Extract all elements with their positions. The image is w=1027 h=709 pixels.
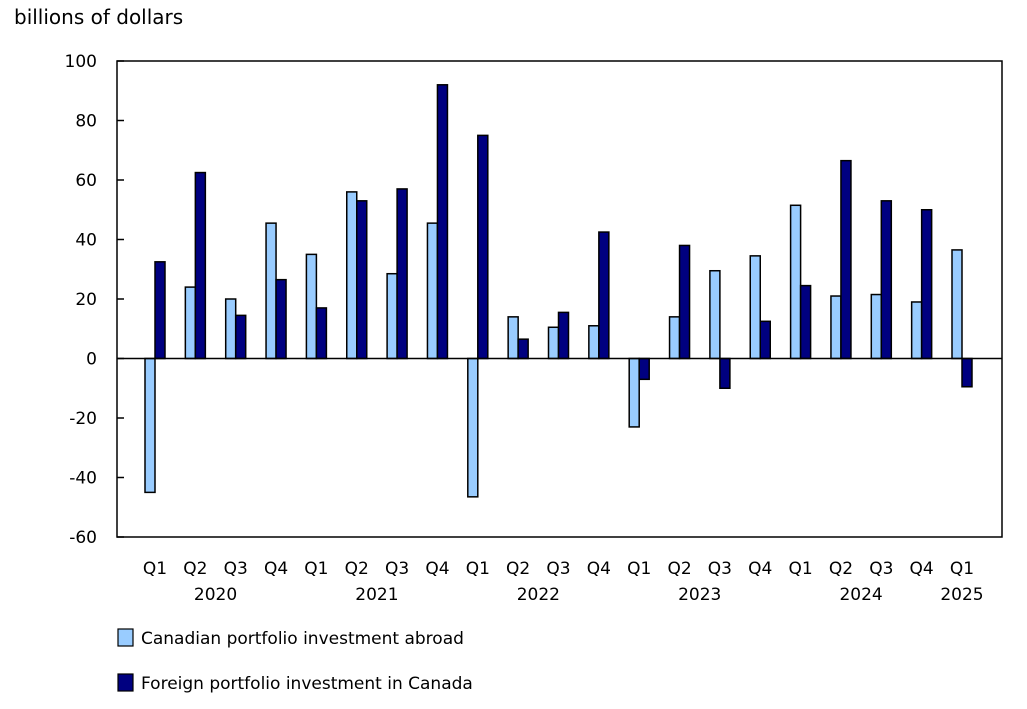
bar-in-canada [678, 244, 691, 360]
bar-abroad [951, 249, 963, 360]
bar-in-canada [598, 231, 610, 360]
bar-in-canada [517, 338, 529, 360]
x-tick-label: Q2 [183, 559, 207, 579]
bar-abroad [910, 301, 923, 360]
bar-in-canada [920, 209, 933, 360]
bar-in-canada [154, 261, 166, 360]
year-label: 2023 [678, 585, 721, 605]
year-label: 2022 [517, 585, 560, 605]
x-tick-label: Q1 [950, 559, 974, 579]
bar-in-canada [396, 188, 408, 360]
y-tick-label: 80 [75, 112, 97, 132]
bar-in-canada [557, 311, 570, 360]
x-tick-label: Q3 [708, 559, 732, 579]
bar-in-canada [961, 357, 973, 388]
bar-in-canada [799, 284, 812, 360]
x-tick-label: Q3 [546, 559, 570, 579]
year-label: 2025 [940, 585, 983, 605]
y-tick-label: -20 [69, 409, 97, 429]
x-tick-label: Q2 [506, 559, 530, 579]
x-tick-label: Q3 [224, 559, 248, 579]
bar-in-canada [275, 278, 287, 360]
x-tick-label: Q4 [748, 559, 772, 579]
bar-abroad [628, 357, 640, 428]
bar-abroad [507, 316, 519, 360]
bar-in-canada [759, 320, 771, 360]
bar-abroad [386, 272, 398, 360]
legend-swatch [117, 628, 134, 647]
bar-abroad [144, 357, 156, 494]
year-label: 2021 [355, 585, 398, 605]
bar-in-canada [638, 357, 650, 381]
bar-abroad [305, 253, 318, 360]
bar-abroad [547, 326, 560, 360]
y-axis-label: billions of dollars [14, 5, 183, 29]
x-tick-label: Q1 [143, 559, 167, 579]
legend-label: Foreign portfolio investment in Canada [141, 674, 473, 694]
bar-abroad [830, 295, 842, 360]
x-tick-label: Q2 [345, 559, 369, 579]
legend-label: Canadian portfolio investment abroad [141, 629, 464, 649]
x-tick-label: Q4 [587, 559, 611, 579]
x-tick-label: Q3 [385, 559, 409, 579]
x-tick-label: Q4 [264, 559, 288, 579]
x-tick-label: Q2 [829, 559, 853, 579]
bar-in-canada [477, 134, 489, 360]
x-tick-label: Q4 [910, 559, 934, 579]
bar-abroad [789, 204, 802, 360]
bar-abroad [184, 286, 197, 360]
year-label: 2020 [194, 585, 237, 605]
x-tick-label: Q2 [667, 559, 691, 579]
bar-abroad [265, 222, 277, 360]
bar-abroad [668, 316, 681, 360]
bar-abroad [870, 293, 883, 360]
x-tick-label: Q1 [788, 559, 812, 579]
bar-in-canada [436, 84, 449, 360]
x-tick-label: Q1 [627, 559, 651, 579]
bar-abroad [588, 325, 600, 360]
bar-in-canada [880, 200, 893, 360]
bar-in-canada [356, 200, 368, 360]
bar-in-canada [719, 357, 731, 389]
y-tick-label: -40 [69, 469, 97, 489]
bar-in-canada [234, 314, 247, 360]
x-tick-label: Q1 [304, 559, 328, 579]
year-label: 2024 [839, 585, 882, 605]
y-tick-label: -60 [69, 528, 97, 548]
plot-frame [116, 60, 1003, 538]
y-tick-label: 20 [75, 290, 97, 310]
bar-abroad [224, 298, 237, 360]
bar-in-canada [840, 159, 852, 360]
y-tick-label: 40 [75, 231, 97, 251]
y-tick-label: 100 [65, 52, 97, 72]
bar-in-canada [194, 171, 207, 360]
legend-swatch [117, 673, 134, 692]
y-tick-label: 0 [86, 350, 97, 370]
x-tick-label: Q4 [425, 559, 449, 579]
x-tick-label: Q1 [466, 559, 490, 579]
y-tick-label: 60 [75, 171, 97, 191]
bar-in-canada [315, 307, 328, 360]
bar-abroad [749, 255, 761, 360]
bar-abroad [426, 222, 439, 360]
bar-abroad [709, 269, 721, 360]
bar-abroad [467, 357, 479, 498]
x-tick-label: Q3 [869, 559, 893, 579]
bar-abroad [346, 191, 358, 360]
